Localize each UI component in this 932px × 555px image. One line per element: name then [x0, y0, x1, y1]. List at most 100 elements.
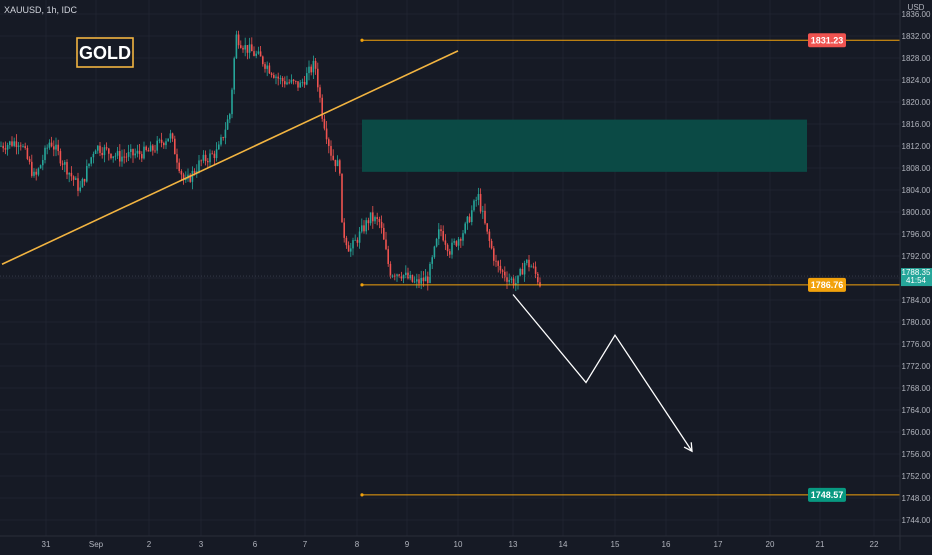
candle-body	[420, 277, 422, 284]
y-tick-label: 1792.00	[902, 252, 931, 261]
candle-body	[330, 145, 332, 156]
candle-body	[165, 141, 167, 146]
candle-body	[297, 81, 299, 88]
candle-body	[310, 66, 312, 73]
supply-zone	[362, 119, 807, 172]
candle-body	[108, 148, 110, 154]
candle-body	[299, 82, 301, 88]
y-tick-label: 1808.00	[902, 164, 931, 173]
candle-body	[180, 171, 183, 175]
candle-body	[218, 144, 220, 150]
candle-body	[134, 153, 136, 156]
candle-body	[391, 275, 394, 277]
x-tick-label: 22	[870, 540, 879, 549]
candle-body	[512, 278, 515, 286]
y-tick-label: 1764.00	[902, 406, 931, 415]
candle-body	[281, 78, 284, 82]
candle-body	[191, 170, 194, 182]
candle-body	[266, 65, 268, 69]
candle-body	[389, 263, 392, 277]
candle-body	[277, 76, 279, 79]
candle-body	[396, 274, 398, 277]
candle-body	[288, 82, 290, 84]
candle-body	[209, 153, 211, 163]
y-tick-label: 1828.00	[902, 54, 931, 63]
candle-body	[83, 178, 86, 182]
candle-body	[365, 220, 367, 232]
x-tick-label: 13	[509, 540, 518, 549]
candle-body	[130, 149, 132, 152]
candle-body	[292, 79, 295, 81]
candle-body	[319, 87, 321, 98]
candle-body	[145, 146, 147, 151]
candle-body	[231, 89, 233, 115]
candle-body	[453, 241, 455, 243]
y-tick-label: 1748.00	[902, 494, 931, 503]
candle-body	[147, 150, 150, 152]
candle-body	[477, 194, 480, 200]
candle-body	[275, 76, 277, 78]
candle-body	[154, 150, 156, 152]
y-tick-label: 1768.00	[902, 384, 931, 393]
candle-body	[149, 145, 152, 152]
candle-body	[185, 178, 187, 180]
candle-body	[416, 279, 418, 282]
x-tick-label: 14	[559, 540, 568, 549]
candle-body	[284, 81, 286, 85]
candle-body	[488, 231, 491, 241]
current-price-label: 1788.35	[902, 268, 931, 277]
candle-body	[202, 154, 205, 161]
y-tick-label: 1784.00	[902, 296, 931, 305]
candle-body	[26, 147, 29, 159]
candle-body	[101, 152, 103, 156]
candle-body	[449, 251, 451, 255]
candle-body	[169, 133, 172, 139]
currency-label: USD	[908, 3, 925, 12]
candle-body	[328, 139, 330, 146]
candle-body	[57, 144, 59, 152]
candle-body	[506, 277, 508, 282]
candle-body	[90, 157, 92, 164]
candle-body	[499, 265, 502, 271]
x-tick-label: 17	[714, 540, 723, 549]
candle-body	[460, 239, 462, 241]
candle-body	[198, 160, 200, 172]
candle-body	[35, 171, 37, 175]
candle-body	[314, 60, 317, 69]
candle-body	[526, 259, 528, 263]
candle-body	[308, 66, 310, 74]
candle-body	[534, 266, 537, 274]
level-label: 1786.76	[811, 280, 844, 290]
candle-body	[0, 145, 2, 147]
candle-body	[257, 51, 260, 54]
candle-body	[301, 82, 304, 83]
candle-body	[325, 128, 328, 140]
candle-body	[226, 119, 229, 130]
candle-body	[262, 56, 264, 65]
x-tick-label: 20	[766, 540, 775, 549]
candle-body	[471, 210, 473, 223]
candle-body	[486, 223, 488, 232]
candle-body	[158, 139, 161, 141]
candle-body	[537, 273, 539, 283]
candle-body	[418, 279, 420, 284]
candle-body	[517, 275, 519, 284]
candle-body	[176, 154, 178, 163]
y-tick-label: 1812.00	[902, 142, 931, 151]
chart-title: GOLD	[79, 43, 131, 63]
candle-body	[510, 278, 513, 280]
candle-body	[24, 146, 26, 148]
y-tick-label: 1772.00	[902, 362, 931, 371]
candle-body	[317, 68, 319, 88]
candle-body	[475, 199, 477, 201]
candle-body	[94, 150, 97, 154]
countdown-label: 41:54	[906, 276, 927, 285]
candle-body	[125, 156, 128, 158]
candle-body	[70, 172, 73, 177]
candle-body	[464, 223, 466, 234]
projection-arrowhead	[683, 442, 693, 453]
candle-body	[387, 249, 389, 264]
candle-body	[435, 238, 438, 247]
